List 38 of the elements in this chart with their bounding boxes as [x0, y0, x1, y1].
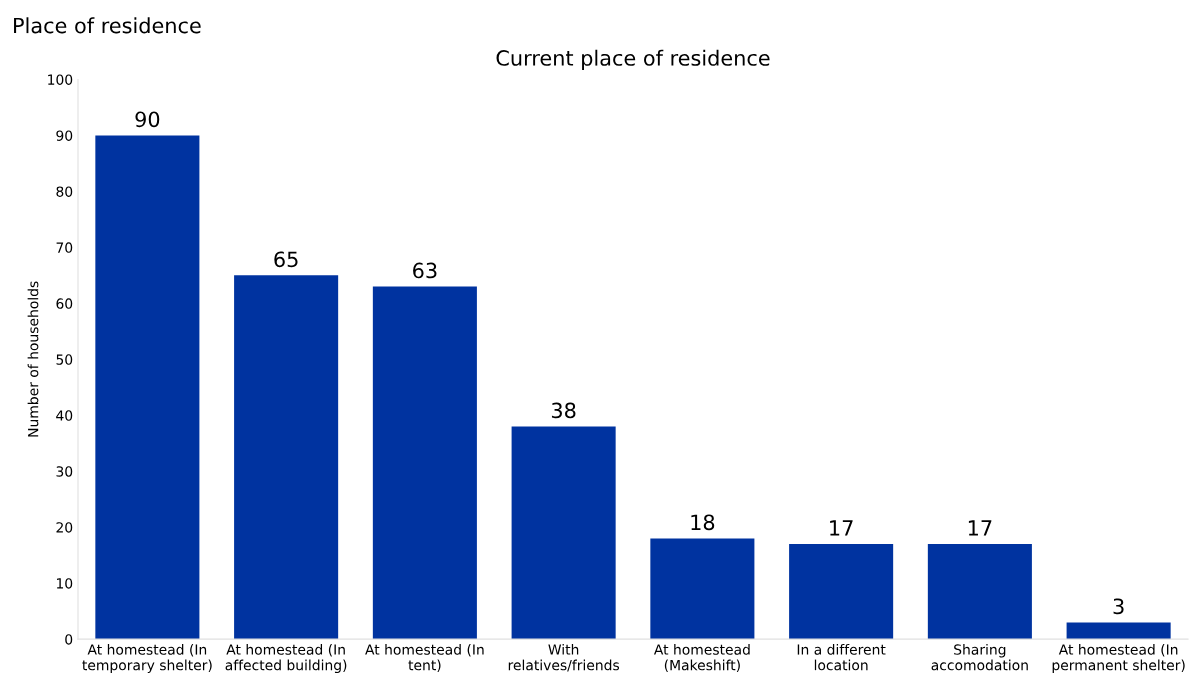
data-label: 38 [551, 402, 576, 419]
y-tick-label: 90 [56, 130, 73, 141]
data-label: 18 [691, 514, 715, 531]
data-label: 65 [274, 251, 298, 268]
chart-title: Current place of residence [496, 49, 770, 70]
data-label: 63 [413, 262, 437, 279]
y-tick-label: 30 [56, 466, 73, 477]
y-tick-label: 50 [56, 354, 73, 365]
x-tick-label: At homestead (Makeshift) [653, 644, 750, 672]
x-tick-label: At homestead (In temporary shelter) [82, 644, 212, 674]
x-tick-label: Sharing accomodation [931, 644, 1028, 671]
x-tick-label: At homestead (In permanent shelter) [1052, 644, 1185, 674]
y-axis-title: Number of households [27, 281, 39, 437]
bar [650, 538, 755, 640]
data-label: 17 [830, 520, 853, 536]
bar [95, 135, 200, 640]
y-tick-label: 40 [56, 410, 73, 421]
bar [789, 544, 894, 640]
bar [234, 275, 339, 640]
x-tick-label: At homestead (In affected building) [225, 644, 347, 674]
data-label: 90 [135, 111, 160, 128]
y-tick-label: 60 [56, 298, 73, 309]
bar [1066, 622, 1171, 640]
y-tick-label: 70 [56, 242, 73, 253]
x-tick-label: With relatives/friends [508, 644, 620, 672]
bar [511, 426, 616, 640]
y-tick-label: 20 [56, 522, 73, 533]
data-label: 3 [1113, 598, 1124, 615]
y-tick-label: 0 [65, 634, 73, 645]
data-label: 17 [968, 520, 992, 536]
y-tick-label: 80 [56, 186, 73, 197]
x-tick-label: In a different location [797, 644, 886, 671]
y-tick-label: 100 [48, 74, 73, 85]
bar [927, 544, 1032, 640]
x-tick-label: At homestead (In tent) [365, 644, 484, 672]
chart-subtitle: Place of residence [14, 17, 201, 34]
bar [372, 286, 477, 640]
y-tick-label: 10 [56, 578, 73, 589]
